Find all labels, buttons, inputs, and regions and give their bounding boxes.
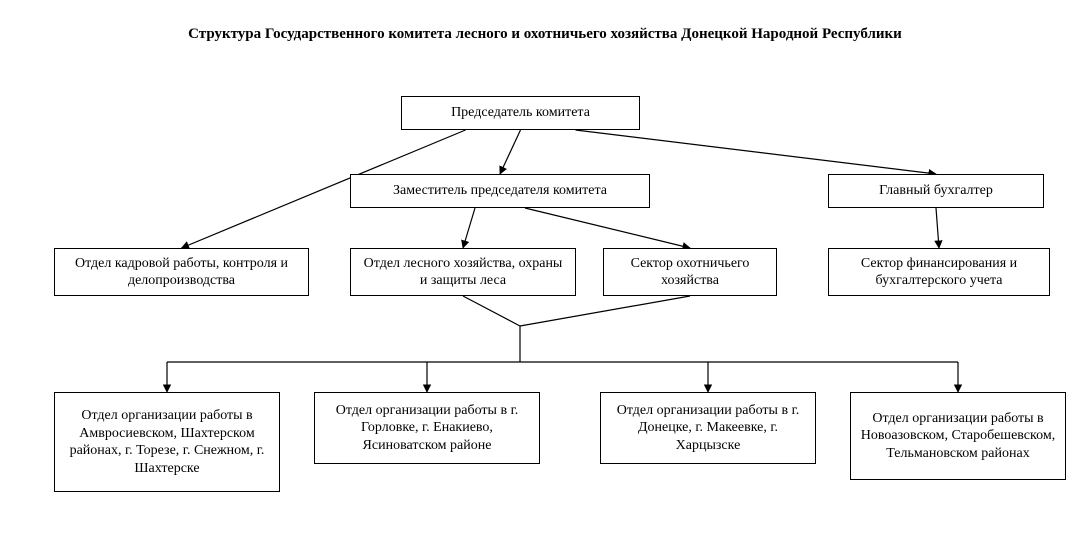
node-regional-dept-1: Отдел организации работы в Амвросиевском… xyxy=(54,392,280,492)
node-hr-department: Отдел кадровой работы, контроля и делопр… xyxy=(54,248,309,296)
node-hunting-sector: Сектор охотничьего хозяйства xyxy=(603,248,777,296)
node-org3-label: Отдел организации работы в г. Донецке, г… xyxy=(609,402,807,455)
node-hr-label: Отдел кадровой работы, контроля и делопр… xyxy=(63,255,300,290)
node-finance-label: Сектор финансирования и бухгалтерского у… xyxy=(837,255,1041,290)
node-deputy-chairman: Заместитель председателя комитета xyxy=(350,174,650,208)
node-forest-label: Отдел лесного хозяйства, охраны и защиты… xyxy=(359,255,567,290)
node-regional-dept-4: Отдел организации работы в Новоазовском,… xyxy=(850,392,1066,480)
node-hunting-label: Сектор охотничьего хозяйства xyxy=(612,255,768,290)
node-org2-label: Отдел организации работы в г. Горловке, … xyxy=(323,402,531,455)
node-chairman-label: Председатель комитета xyxy=(451,104,590,122)
diagram-title: Структура Государственного комитета лесн… xyxy=(0,26,1090,43)
node-deputy-label: Заместитель председателя комитета xyxy=(393,182,607,200)
node-chairman: Председатель комитета xyxy=(401,96,640,130)
node-finance-sector: Сектор финансирования и бухгалтерского у… xyxy=(828,248,1050,296)
node-org1-label: Отдел организации работы в Амвросиевском… xyxy=(63,407,271,477)
node-regional-dept-3: Отдел организации работы в г. Донецке, г… xyxy=(600,392,816,464)
node-chief-acc-label: Главный бухгалтер xyxy=(879,182,993,200)
node-regional-dept-2: Отдел организации работы в г. Горловке, … xyxy=(314,392,540,464)
node-chief-accountant: Главный бухгалтер xyxy=(828,174,1044,208)
node-forest-department: Отдел лесного хозяйства, охраны и защиты… xyxy=(350,248,576,296)
node-org4-label: Отдел организации работы в Новоазовском,… xyxy=(859,410,1057,463)
